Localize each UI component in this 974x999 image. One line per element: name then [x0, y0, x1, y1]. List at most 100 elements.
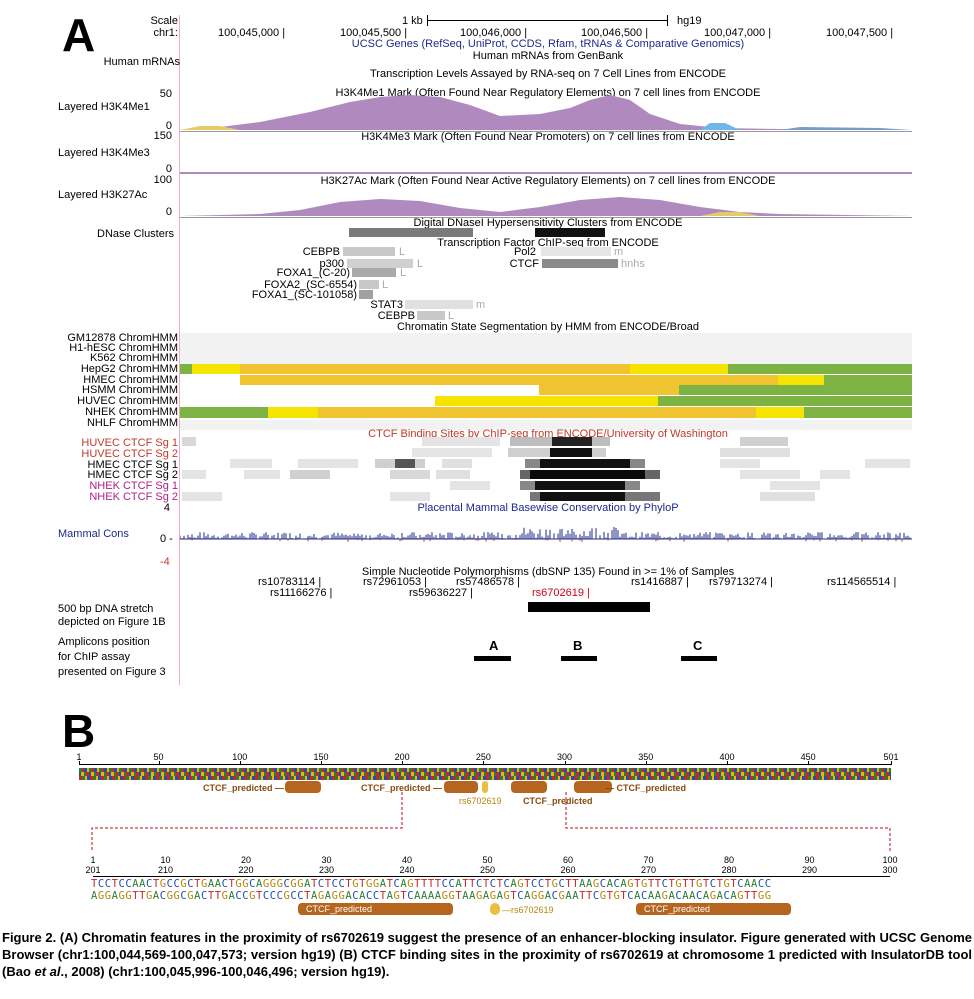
dna-stretch-bar — [528, 602, 650, 612]
tf-label: CEBPB — [377, 310, 415, 322]
ruler-top-tick — [645, 761, 647, 765]
chromhmm-segment — [630, 364, 728, 374]
ctcf-row-label: NHEK CTCF Sg 1 — [89, 480, 178, 492]
tf-label: STAT3 — [370, 299, 403, 311]
tf-site — [405, 300, 473, 309]
ctcf-predicted-label: CTCF_predicted — [644, 904, 711, 914]
tf-site — [542, 259, 618, 268]
stretch-label: depicted on Figure 1B — [58, 616, 166, 628]
ruler-top-tick-label: 100 — [232, 752, 248, 762]
ctcf-row-label: NHEK CTCF Sg 2 — [89, 491, 178, 503]
ucsc-genes-title: UCSC Genes (RefSeq, UniProt, CCDS, Rfam,… — [351, 38, 745, 50]
ctcf-predicted-label: CTCF_predicted — — [361, 783, 443, 793]
chromhmm-segment — [804, 407, 912, 418]
chromhmm-segment — [728, 364, 912, 374]
ruler-bottom-rel-label: 10 — [160, 855, 171, 865]
amplicon-label: presented on Figure 3 — [58, 666, 166, 678]
h3k4me3-label: Layered H3K4Me3 — [58, 147, 150, 159]
snp-title: Simple Nucleotide Polymorphisms (dbSNP 1… — [361, 566, 735, 578]
cons-label: Mammal Cons — [58, 528, 129, 540]
ruler-top-tick-label: 150 — [313, 752, 329, 762]
h3k27ac-signal — [180, 197, 912, 216]
figure-caption: Figure 2. (A) Chromatin features in the … — [2, 930, 972, 979]
amplicon-label: Amplicons position — [58, 636, 150, 648]
chromhmm-segment — [180, 364, 192, 374]
chromhmm-row-label: K562 ChromHMM — [89, 352, 178, 364]
chromhmm-segment — [180, 407, 268, 418]
tf-label: p300 — [319, 258, 344, 270]
scale-bar — [427, 20, 667, 21]
ruler-top-tick — [483, 761, 485, 765]
chromhmm-segment — [539, 385, 679, 395]
tf-site — [359, 290, 373, 299]
ruler-top-tick — [79, 761, 80, 765]
ruler-bottom-abs-label: 300 — [882, 865, 898, 875]
dnase-cluster — [535, 228, 605, 237]
amplicon-label: for ChIP assay — [58, 651, 130, 663]
amplicon-b-bar — [561, 656, 597, 661]
cons-zero: 0 - — [160, 533, 173, 545]
cons-min: -4 — [160, 556, 170, 568]
chromhmm-row-label: GM12878 ChromHMM — [67, 332, 178, 344]
chromhmm-segment — [778, 375, 824, 385]
ctcf-predicted-site — [444, 781, 478, 793]
chromhmm-row-label: HSMM ChromHMM — [82, 384, 178, 396]
tf-label: Pol2 — [513, 246, 536, 258]
ctcf-row-label: HUVEC CTCF Sg 2 — [81, 448, 178, 460]
dnase-cluster — [349, 228, 473, 237]
snp-label: rs72961053 | — [363, 576, 428, 588]
chromhmm-title: Chromatin State Segmentation by HMM from… — [396, 321, 700, 333]
chromhmm-row-label: NHEK ChromHMM — [85, 406, 178, 418]
tf-site — [352, 268, 396, 277]
ruler-top-tick-label: 1 — [76, 752, 82, 762]
position-highlight-line — [179, 15, 180, 685]
mrna-title: Human mRNAs from GenBank — [472, 50, 624, 62]
ruler-top-tick — [726, 761, 728, 765]
ruler-top-tick — [239, 761, 241, 765]
ctcf-predicted-site — [511, 781, 547, 793]
ruler-top-tick-label: 200 — [394, 752, 410, 762]
ruler-top-tick — [808, 761, 810, 765]
h3k4me1-min: 0 — [165, 120, 172, 132]
assembly-label: hg19 — [677, 15, 702, 27]
ruler-top-tick — [320, 761, 322, 765]
chromhmm-segment — [240, 364, 630, 374]
stretch-label: 500 bp DNA stretch — [58, 603, 154, 615]
mrna-label: Human mRNAs — [103, 56, 180, 68]
tf-site — [343, 247, 395, 256]
snp-highlight-label: rs6702619 | — [532, 587, 590, 599]
chromhmm-row-label: HUVEC ChromHMM — [77, 395, 178, 407]
sequence-strip — [79, 768, 891, 780]
snp-label: rs1416887 | — [631, 576, 689, 588]
ruler-bottom-rel-label: 60 — [562, 855, 573, 865]
chromhmm-segment — [318, 407, 756, 418]
chrom-label: chr1: — [153, 27, 178, 39]
tf-site — [359, 280, 379, 289]
tf-site — [417, 311, 445, 320]
h3k4me1-title: H3K4Me1 Mark (Often Found Near Regulator… — [335, 87, 761, 99]
chromhmm-row-label: HMEC ChromHMM — [83, 374, 178, 386]
ruler-bottom-abs-label: 270 — [640, 865, 656, 875]
h3k4me1-label: Layered H3K4Me1 — [58, 101, 150, 113]
ruler-bottom-abs-label: 210 — [157, 865, 173, 875]
ruler-top-tick — [564, 761, 566, 765]
ruler-top — [79, 764, 891, 765]
chromhmm-row-label: HepG2 ChromHMM — [80, 363, 178, 375]
scale-value: 1 kb — [402, 15, 423, 27]
tf-label: FOXA1_(C-20) — [276, 267, 350, 279]
h3k4me1-max: 50 — [159, 88, 172, 100]
sequence-top-strand: TCCTCCAACTGCCGCTGAACTGGCAGGGCGGATCTCCTGT… — [91, 878, 772, 890]
rnaseq-title: Transcription Levels Assayed by RNA-seq … — [369, 68, 727, 80]
ruler-top-tick-label: 350 — [638, 752, 654, 762]
ruler-bottom-abs-label: 201 — [85, 865, 101, 875]
snp-label: rs11166276 | — [270, 587, 333, 599]
amplicon-c-label: C — [693, 638, 703, 653]
h3k4me3-signal — [180, 172, 912, 174]
ruler-top-tick-label: 400 — [719, 752, 735, 762]
chromhmm-segment — [679, 385, 912, 395]
ctcf-predicted-site — [298, 903, 453, 915]
amplicon-a-label: A — [489, 638, 499, 653]
tf-site — [347, 259, 413, 268]
h3k27ac-title: H3K27Ac Mark (Often Found Near Active Re… — [320, 175, 776, 187]
ruler-bottom-abs-label: 280 — [721, 865, 737, 875]
